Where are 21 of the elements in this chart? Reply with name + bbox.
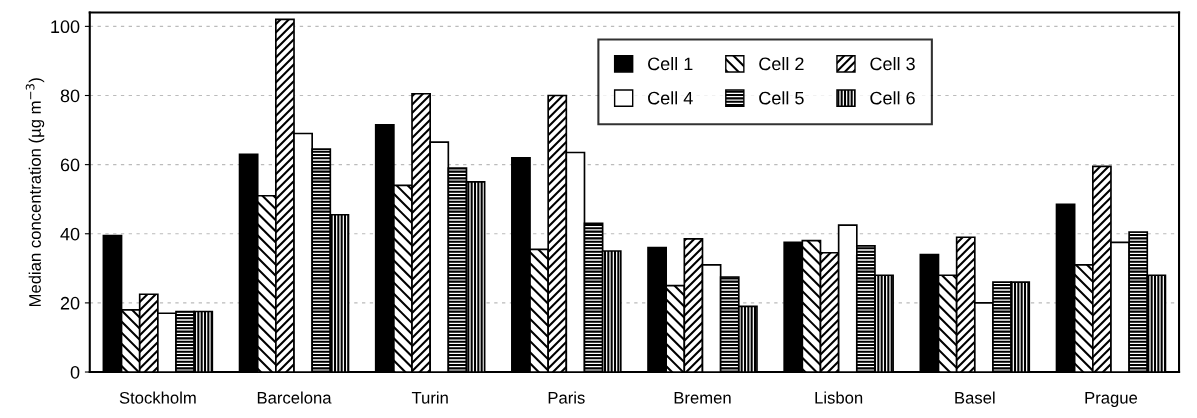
- legend-label: Cell 6: [870, 91, 915, 105]
- y-tick-label: 80: [60, 89, 80, 103]
- x-tick-label: Prague: [1085, 392, 1138, 407]
- legend-label: Cell 3: [870, 56, 915, 71]
- x-tick-label: Turin: [411, 391, 448, 404]
- legend-label: Cell 1: [648, 56, 693, 71]
- y-tick-label: 40: [60, 227, 80, 241]
- x-tick-label: Lisbon: [815, 391, 863, 404]
- y-tick-label: 60: [60, 158, 80, 172]
- legend-label: Cell 2: [759, 56, 804, 71]
- legend-label: Cell 4: [648, 91, 693, 105]
- x-tick-label: Bremen: [674, 392, 731, 404]
- x-tick-label: Barcelona: [257, 391, 332, 404]
- y-tick-label: 0: [70, 365, 80, 379]
- y-axis-title: Median concentration (µg m$^{−3}$): [25, 78, 45, 307]
- x-tick-label: Stockholm: [119, 391, 196, 404]
- y-tick-label: 100: [51, 20, 80, 34]
- y-tick-label: 20: [60, 296, 80, 310]
- legend-label: Cell 5: [759, 91, 804, 105]
- x-tick-label: Basel: [955, 391, 995, 404]
- x-tick-label: Paris: [548, 391, 585, 404]
